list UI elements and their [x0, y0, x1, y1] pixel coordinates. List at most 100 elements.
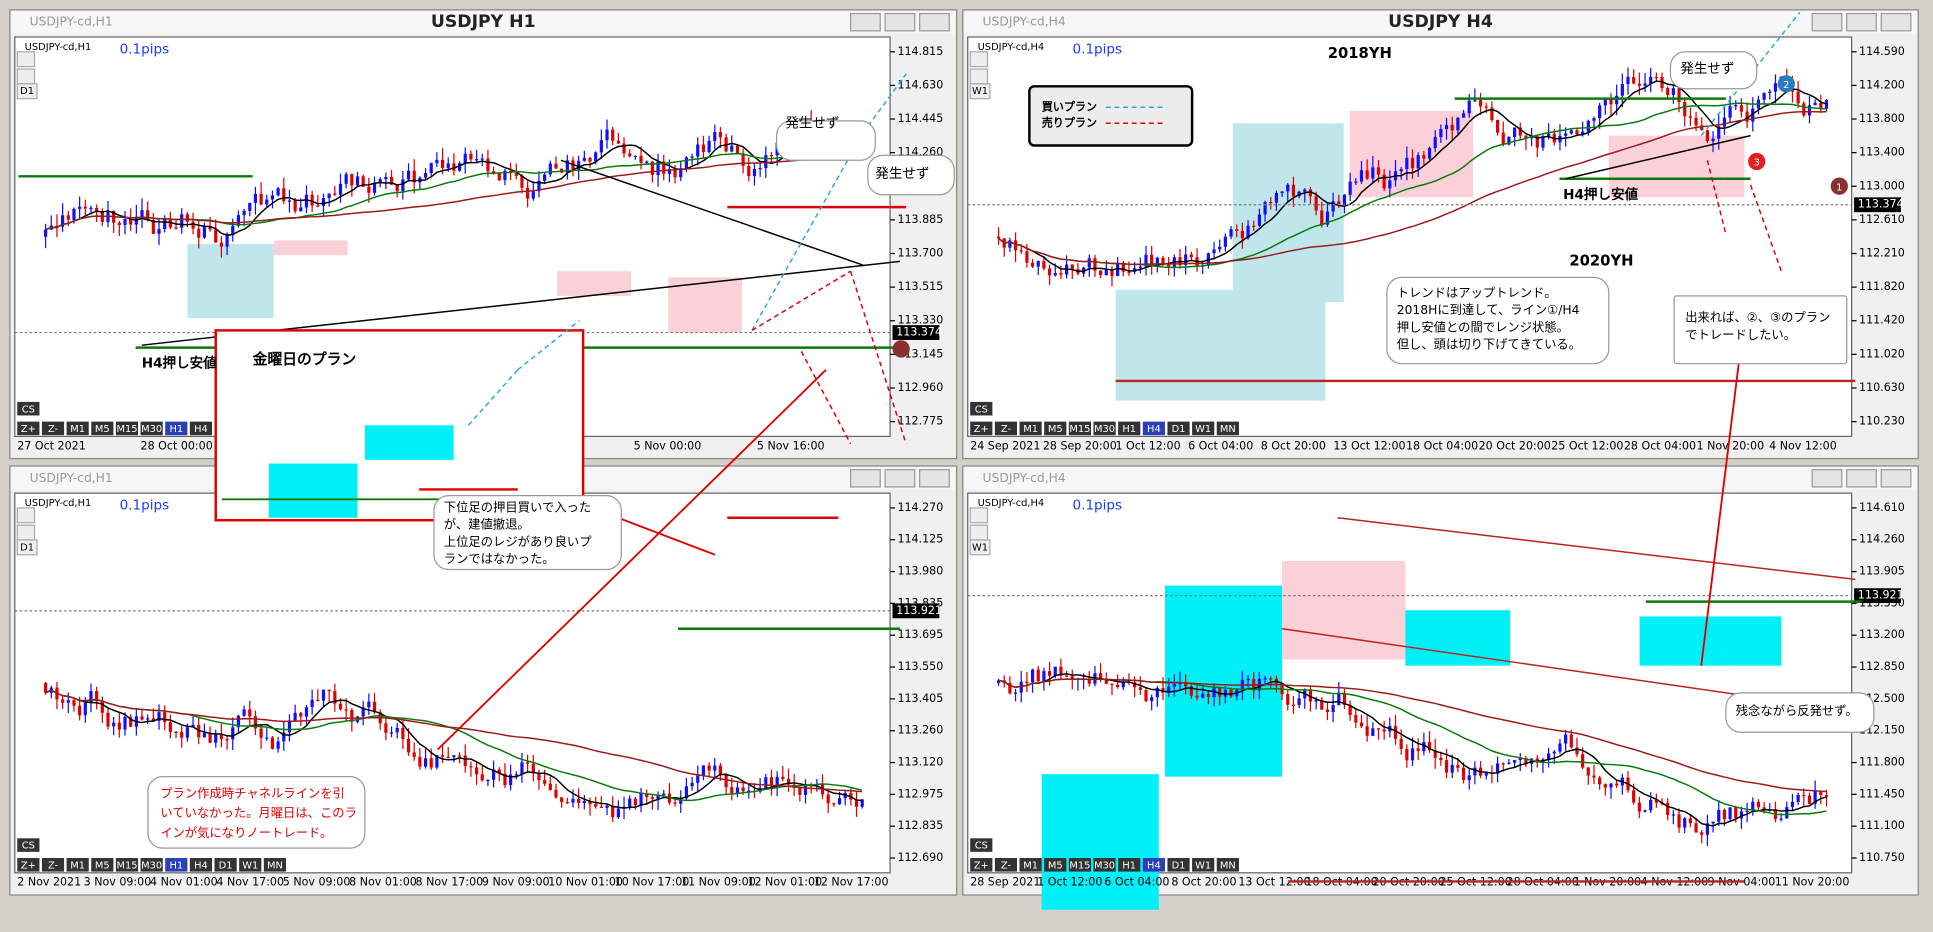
cs-box[interactable] — [970, 838, 993, 852]
timeframe-button[interactable] — [994, 858, 1018, 872]
timeframe-button[interactable] — [970, 421, 993, 436]
timeframe-button[interactable] — [17, 858, 40, 872]
window-max-button[interactable] — [1846, 469, 1877, 488]
timeframe-button[interactable] — [115, 858, 139, 872]
nav-button[interactable] — [969, 51, 989, 68]
timeframe-button[interactable] — [1216, 858, 1239, 872]
callout-bubble — [147, 776, 366, 849]
candle-body — [520, 762, 524, 775]
window-max-button[interactable] — [884, 469, 916, 488]
window-close-button[interactable] — [1880, 12, 1912, 32]
timeframe-button[interactable] — [189, 421, 213, 436]
timeframe-button[interactable] — [66, 858, 89, 872]
timeframe-button[interactable] — [41, 858, 65, 872]
nav-button[interactable] — [16, 507, 36, 524]
timeframe-button[interactable] — [17, 421, 40, 436]
timeframe-button[interactable] — [1019, 858, 1042, 872]
candle-body — [469, 153, 473, 160]
candle-body — [554, 163, 558, 169]
timeframe-button[interactable] — [1068, 858, 1092, 872]
annotation-text: いていなかった。月曜日は、このラ — [160, 806, 357, 820]
nav-button[interactable] — [16, 524, 36, 541]
candle-body — [860, 799, 864, 807]
window-min-button[interactable] — [850, 12, 881, 32]
candle-body — [1444, 760, 1449, 773]
candle-body — [333, 193, 337, 195]
timeframe-button[interactable] — [1142, 858, 1165, 872]
timeframe-button[interactable] — [91, 858, 114, 872]
cs-box[interactable] — [970, 401, 993, 416]
period-button-box[interactable] — [16, 83, 38, 100]
candle-body — [1467, 100, 1471, 114]
timeframe-button[interactable] — [41, 421, 65, 436]
drawn-line — [1337, 517, 1856, 581]
timeframe-button[interactable] — [1093, 858, 1116, 872]
timeframe-button[interactable] — [1068, 421, 1092, 436]
candle-body — [480, 774, 484, 781]
candle-body — [1337, 692, 1341, 706]
window-close-button[interactable] — [919, 469, 950, 488]
candle-body — [372, 183, 377, 193]
timeframe-button[interactable] — [1167, 421, 1190, 436]
timeframe-button[interactable] — [189, 858, 213, 872]
candle-body — [1461, 767, 1466, 781]
timeframe-button[interactable] — [66, 421, 89, 436]
window-max-button[interactable] — [1846, 12, 1877, 32]
timeframe-button[interactable] — [115, 421, 139, 436]
candle-body — [129, 716, 133, 727]
price-label: 111.100 — [1859, 819, 1905, 832]
nav-button[interactable] — [16, 68, 36, 85]
cs-label: CS — [22, 404, 35, 415]
timeframe-button[interactable] — [1044, 858, 1067, 872]
annotation-text: 発生せず — [875, 166, 929, 182]
nav-button[interactable] — [969, 68, 989, 85]
timeframe-button[interactable] — [1118, 858, 1141, 872]
candle-body — [355, 176, 360, 186]
window-min-button[interactable] — [1811, 12, 1843, 32]
nav-button[interactable] — [16, 51, 36, 68]
period-button-box[interactable] — [969, 539, 991, 556]
timeframe-button[interactable] — [1093, 421, 1116, 436]
timeframe-button[interactable] — [970, 858, 993, 872]
timeframe-button[interactable] — [91, 421, 114, 436]
nav-button[interactable] — [969, 524, 989, 541]
candle-body — [1773, 83, 1778, 92]
nav-button[interactable] — [969, 507, 989, 524]
candle-body — [1399, 738, 1403, 749]
timeframe-button[interactable] — [1019, 421, 1042, 436]
timeframe-button[interactable] — [1044, 421, 1067, 436]
timeframe-button[interactable] — [214, 858, 237, 872]
window-min-button[interactable] — [850, 469, 881, 488]
cs-box[interactable] — [17, 401, 40, 416]
timeframe-button[interactable] — [1118, 421, 1141, 436]
timeframe-button[interactable] — [1167, 858, 1190, 872]
timeframe-label: M5 — [1048, 424, 1063, 435]
period-button-box[interactable] — [16, 539, 38, 556]
timeframe-button[interactable] — [165, 421, 188, 436]
cs-box[interactable] — [17, 838, 40, 852]
timeframe-button[interactable] — [1142, 421, 1165, 436]
candle-body — [1756, 801, 1761, 808]
candle-body — [72, 700, 76, 706]
timeframe-button[interactable] — [1216, 421, 1239, 436]
period-button-box[interactable] — [969, 83, 991, 100]
timeframe-button[interactable] — [263, 858, 287, 872]
annotation-text: 発生せず — [785, 115, 839, 131]
window-min-button[interactable] — [1811, 469, 1843, 488]
window-close-button[interactable] — [919, 12, 950, 32]
window-max-button[interactable] — [884, 12, 916, 32]
window-close-button[interactable] — [1880, 469, 1912, 488]
drawn-line — [467, 369, 519, 426]
timeframe-button[interactable] — [165, 858, 188, 872]
annotation-text: インが気になりノートレード。 — [160, 825, 332, 840]
timeframe-button[interactable] — [239, 858, 262, 872]
timeframe-button[interactable] — [1192, 421, 1215, 436]
timeframe-button[interactable] — [994, 421, 1018, 436]
candle-body — [423, 758, 428, 767]
timeframe-button[interactable] — [140, 421, 163, 436]
candle-body — [526, 187, 530, 199]
timeframe-label: M15 — [1069, 860, 1090, 871]
timeframe-button[interactable] — [140, 858, 163, 872]
candle-body — [1671, 814, 1675, 816]
timeframe-button[interactable] — [1192, 858, 1215, 872]
